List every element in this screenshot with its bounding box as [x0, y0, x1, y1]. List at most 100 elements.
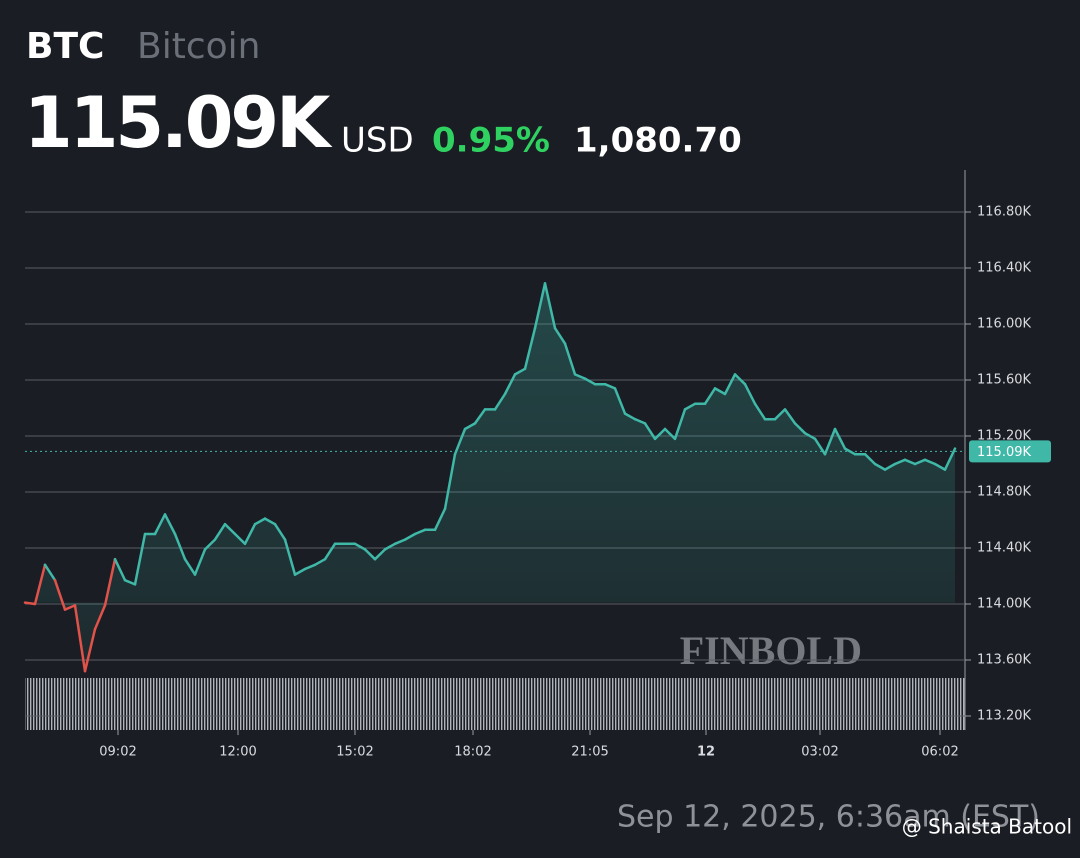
line-segment	[543, 282, 557, 330]
line-segment	[713, 387, 727, 396]
price: 115.09K	[24, 82, 333, 164]
line-segment	[23, 601, 37, 606]
x-tick-label: 03:02	[801, 745, 838, 760]
line-segment	[303, 563, 317, 571]
line-segment	[283, 538, 297, 576]
line-segment	[903, 458, 917, 466]
line-segment	[193, 548, 207, 576]
y-tick-label: 114.40K	[977, 541, 1031, 556]
x-tick-label: 18:02	[454, 745, 491, 760]
y-tick-label: 116.00K	[977, 317, 1031, 332]
line-segment	[153, 513, 167, 536]
timestamp: Sep 12, 2025, 6:36am (EST)	[617, 800, 1040, 835]
area	[25, 283, 955, 672]
last-price-badge	[969, 440, 1051, 463]
line-segment	[113, 557, 127, 582]
line-segment	[803, 431, 817, 441]
line-segment	[253, 517, 267, 526]
line-segment	[633, 417, 647, 425]
line-segment	[403, 532, 417, 541]
line-segment	[923, 458, 937, 466]
line-segment	[583, 377, 597, 386]
line-segment	[733, 373, 747, 386]
line-segment	[243, 522, 257, 546]
line-segment	[723, 373, 737, 396]
line-segment	[743, 382, 757, 406]
y-tick-label: 113.60K	[977, 653, 1031, 668]
y-tick-label: 114.80K	[977, 485, 1031, 500]
line-segment	[653, 427, 667, 441]
y-tick-label: 114.00K	[977, 597, 1031, 612]
line-segment	[663, 427, 677, 441]
line-segment	[213, 522, 227, 541]
line-segment	[233, 532, 247, 546]
line-segment	[683, 402, 697, 411]
asset-name: Bitcoin	[137, 26, 260, 67]
line-segment	[133, 532, 147, 586]
line-segment	[503, 373, 517, 396]
line-segment	[323, 542, 337, 561]
line-segment	[773, 408, 787, 421]
symbol: BTC	[26, 26, 104, 67]
line-segment	[433, 507, 447, 532]
line-segment	[553, 326, 567, 345]
line-segment	[43, 563, 57, 582]
line-segment	[893, 458, 907, 466]
line-segment	[563, 342, 577, 376]
line-segment	[413, 528, 427, 536]
line-segment	[103, 557, 117, 607]
line-segment	[313, 557, 327, 567]
line-segment	[163, 513, 177, 536]
x-tick-label: 06:02	[921, 745, 958, 760]
line-segment	[33, 563, 47, 606]
line-segment	[933, 462, 947, 471]
line-segment	[353, 542, 367, 551]
line-segment	[943, 447, 957, 471]
y-tick-label: 115.20K	[977, 429, 1031, 444]
currency: USD	[341, 121, 414, 161]
line-segment	[263, 517, 277, 526]
line-segment	[493, 392, 507, 411]
line-segment	[863, 452, 877, 466]
line-segment	[473, 408, 487, 425]
line-segment	[783, 408, 797, 425]
line-segment	[813, 437, 827, 456]
line-segment	[533, 282, 547, 330]
y-tick-label: 115.60K	[977, 373, 1031, 388]
line-segment	[793, 422, 807, 435]
line-segment	[173, 532, 187, 561]
line-segment	[613, 387, 627, 415]
line-segment	[363, 548, 377, 561]
line-segment	[453, 427, 467, 456]
line-segment	[673, 408, 687, 441]
x-tick-label: 15:02	[336, 745, 373, 760]
line-segment	[573, 373, 587, 380]
line-segment	[93, 604, 107, 631]
x-tick-label: 12:00	[219, 745, 256, 760]
line-segment	[913, 458, 927, 466]
line-segment	[203, 538, 217, 551]
line-segment	[513, 367, 527, 376]
x-tick-label: 21:05	[571, 745, 608, 760]
line-segment	[623, 412, 637, 421]
change: 1,080.70	[574, 121, 742, 161]
line-segment	[523, 326, 537, 371]
line-segment	[603, 382, 617, 390]
last-price-label: 115.09K	[977, 445, 1031, 460]
x-tick-label: 09:02	[99, 745, 136, 760]
line-segment	[753, 402, 767, 421]
line-segment	[123, 578, 137, 586]
line-segment	[873, 462, 887, 471]
credit: @ Shaista Batool	[902, 815, 1072, 839]
line-segment	[643, 422, 657, 441]
y-tick-label: 113.20K	[977, 709, 1031, 724]
line-segment	[703, 387, 717, 406]
watermark: FINBOLD	[680, 628, 862, 673]
line-segment	[383, 542, 397, 551]
line-segment	[273, 522, 287, 541]
line-segment	[443, 452, 457, 511]
volume-bars	[25, 678, 965, 730]
line-segment	[393, 538, 407, 546]
line-segment	[223, 522, 237, 536]
